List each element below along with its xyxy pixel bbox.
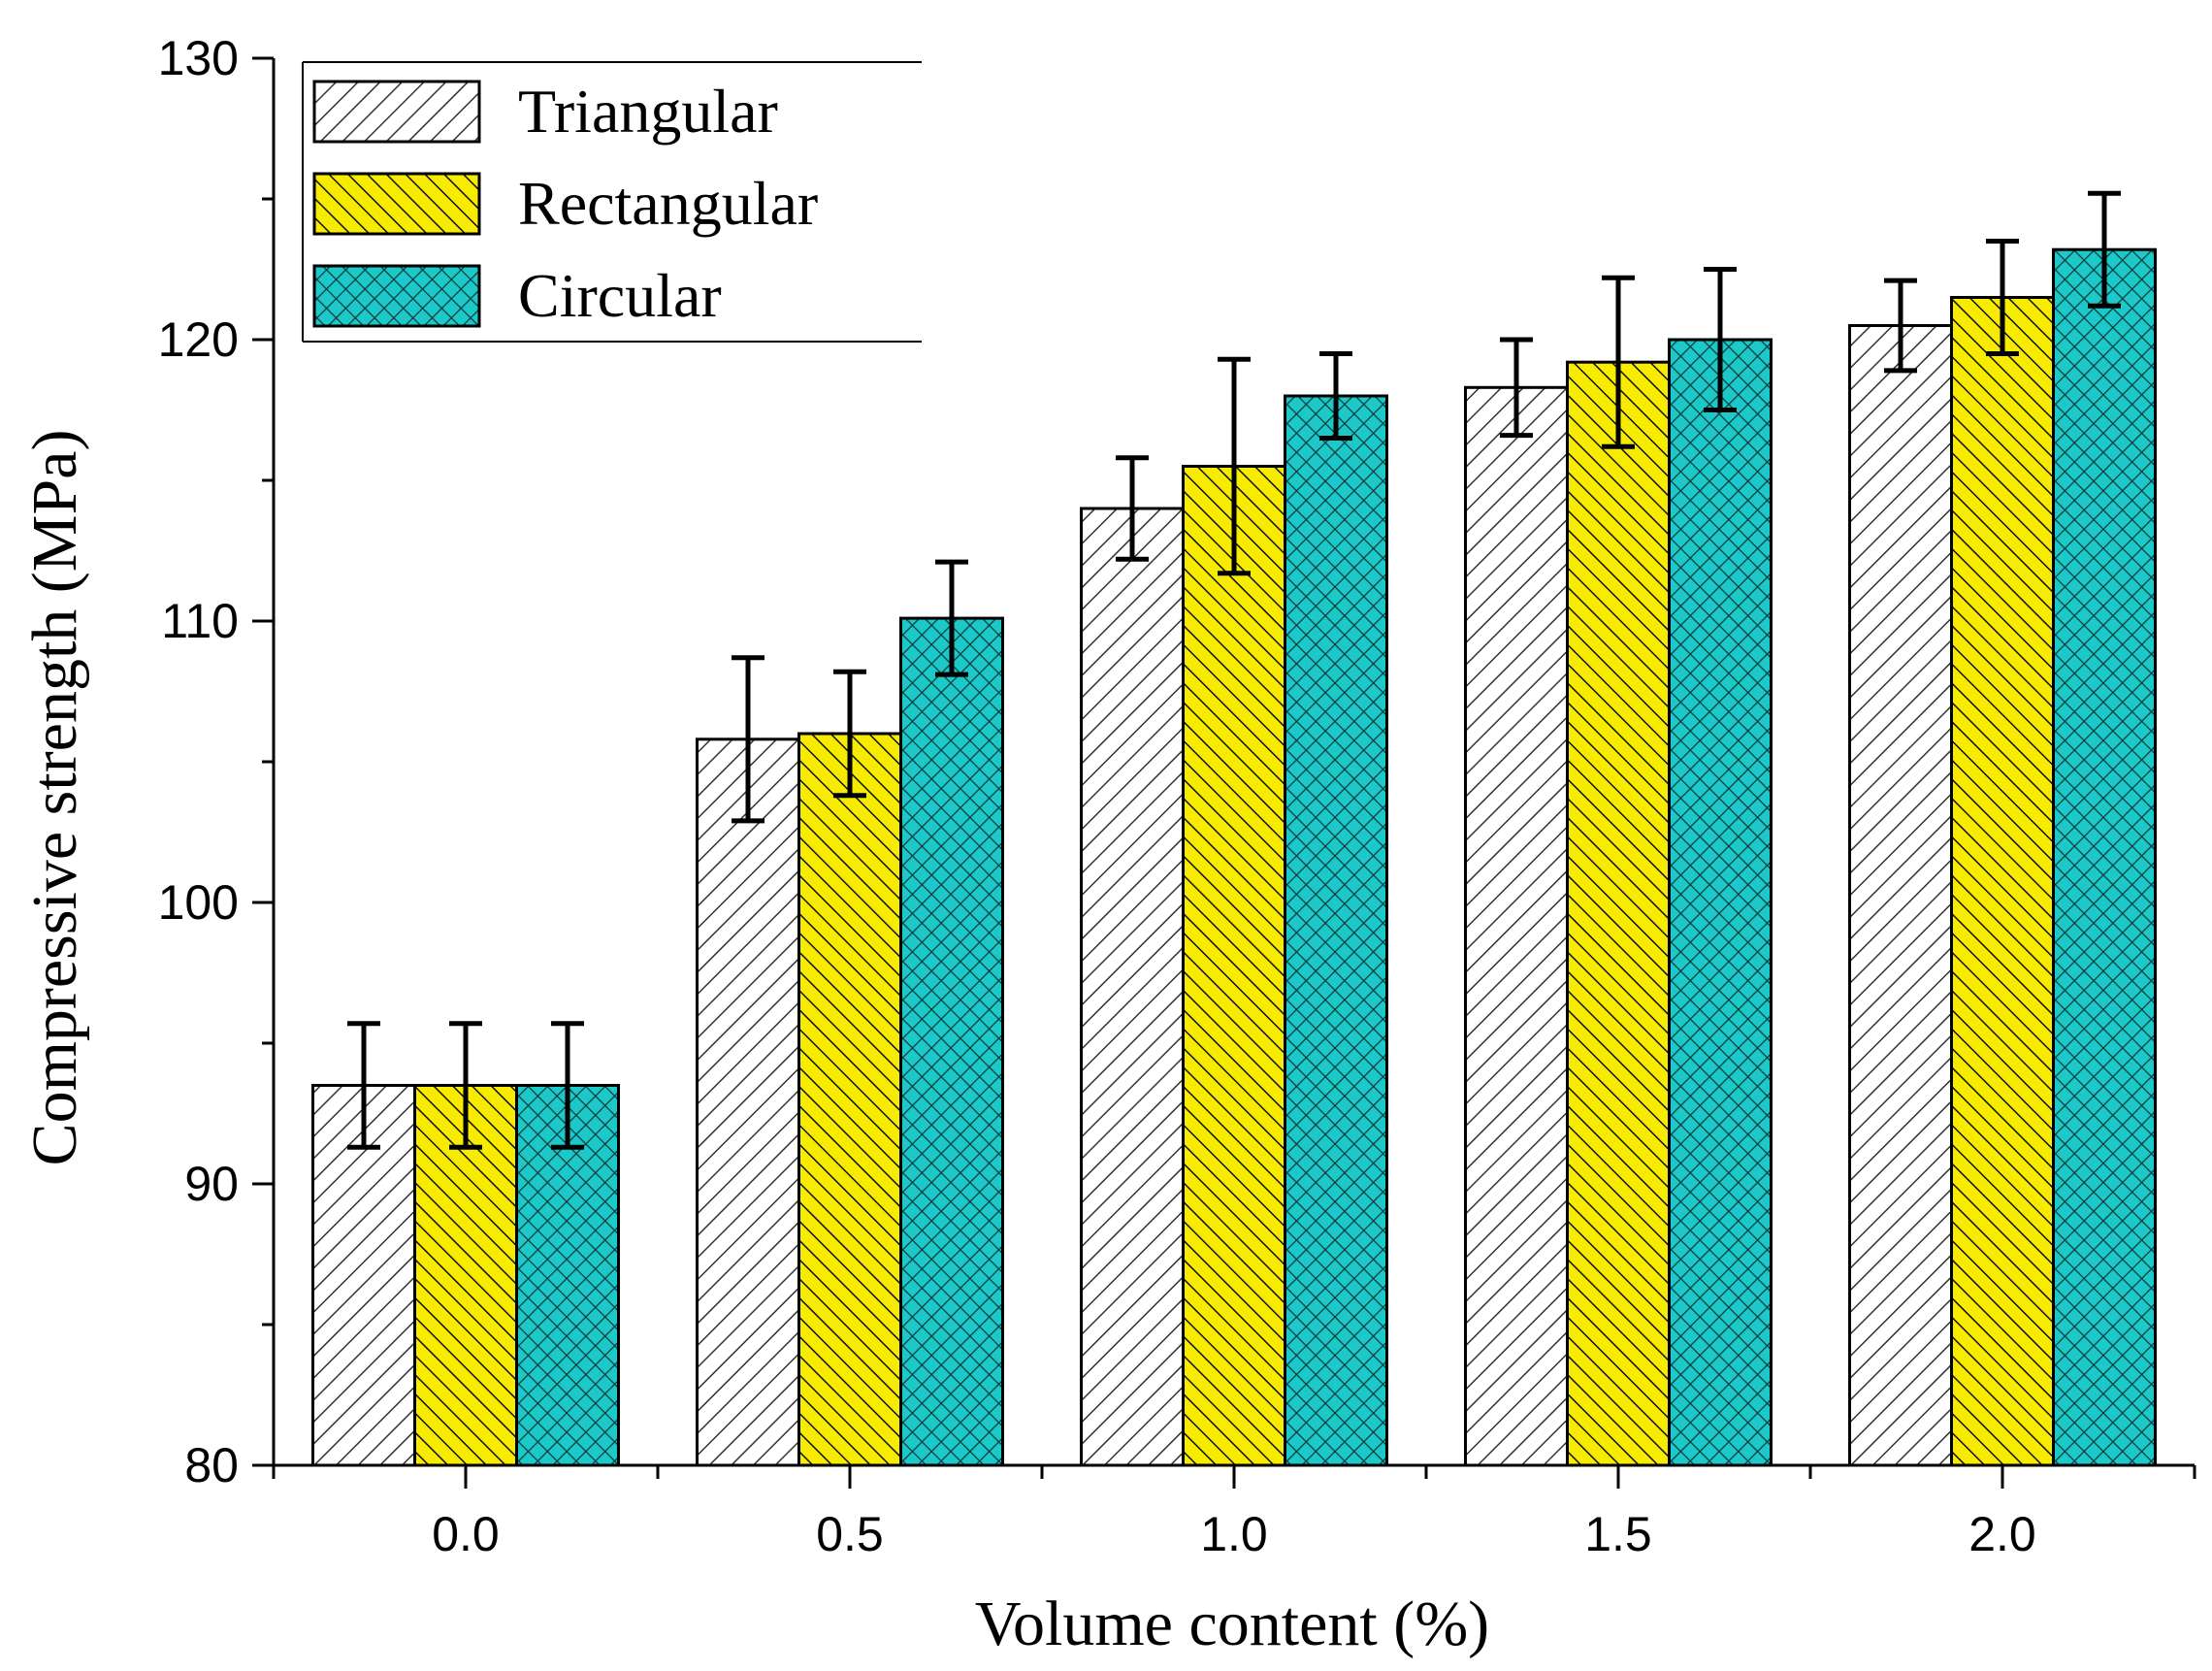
legend-label-circular: Circular	[518, 261, 722, 330]
x-tick-label: 0.5	[816, 1507, 884, 1561]
bar-rectangular	[1182, 465, 1286, 1467]
legend: Triangular Rectangular Circular	[302, 61, 922, 343]
y-tick-label: 100	[158, 875, 239, 930]
y-axis-title: Compressive strength (MPa)	[19, 430, 90, 1166]
bar-rectangular	[1950, 296, 2055, 1467]
bar-circular	[1284, 394, 1388, 1467]
bar-triangular	[696, 737, 800, 1467]
bar-circular	[2052, 247, 2157, 1467]
legend-swatch-rectangular	[312, 172, 481, 236]
bar-circular	[899, 616, 1004, 1467]
legend-swatch-triangular	[312, 80, 481, 144]
y-tick-label: 130	[158, 31, 239, 85]
y-tick-label: 90	[184, 1157, 239, 1211]
x-tick-label: 1.5	[1584, 1507, 1652, 1561]
y-tick-label: 120	[158, 312, 239, 367]
y-tick-label: 110	[161, 594, 239, 648]
y-tick-label: 80	[184, 1438, 239, 1492]
bar-rectangular	[797, 732, 902, 1467]
legend-label-triangular: Triangular	[518, 77, 778, 146]
x-tick-label: 1.0	[1200, 1507, 1268, 1561]
error-bars	[347, 190, 2121, 1150]
x-tick-label: 2.0	[1968, 1507, 2036, 1561]
bar-triangular	[1080, 507, 1185, 1467]
legend-swatch-circular	[312, 264, 481, 328]
x-axis-title: Volume content (%)	[975, 1589, 1489, 1659]
x-tick-label: 0.0	[432, 1507, 500, 1561]
legend-label-rectangular: Rectangular	[518, 169, 818, 238]
bars	[311, 247, 2157, 1467]
tick-labels: 80 90 100 110 120 130 0.0 0.5 1.0 1.5 2.0	[158, 31, 2036, 1561]
bar-triangular	[1464, 385, 1569, 1467]
bar-triangular	[1848, 324, 1953, 1467]
bar-rectangular	[1566, 360, 1671, 1467]
bar-circular	[1668, 338, 1773, 1467]
